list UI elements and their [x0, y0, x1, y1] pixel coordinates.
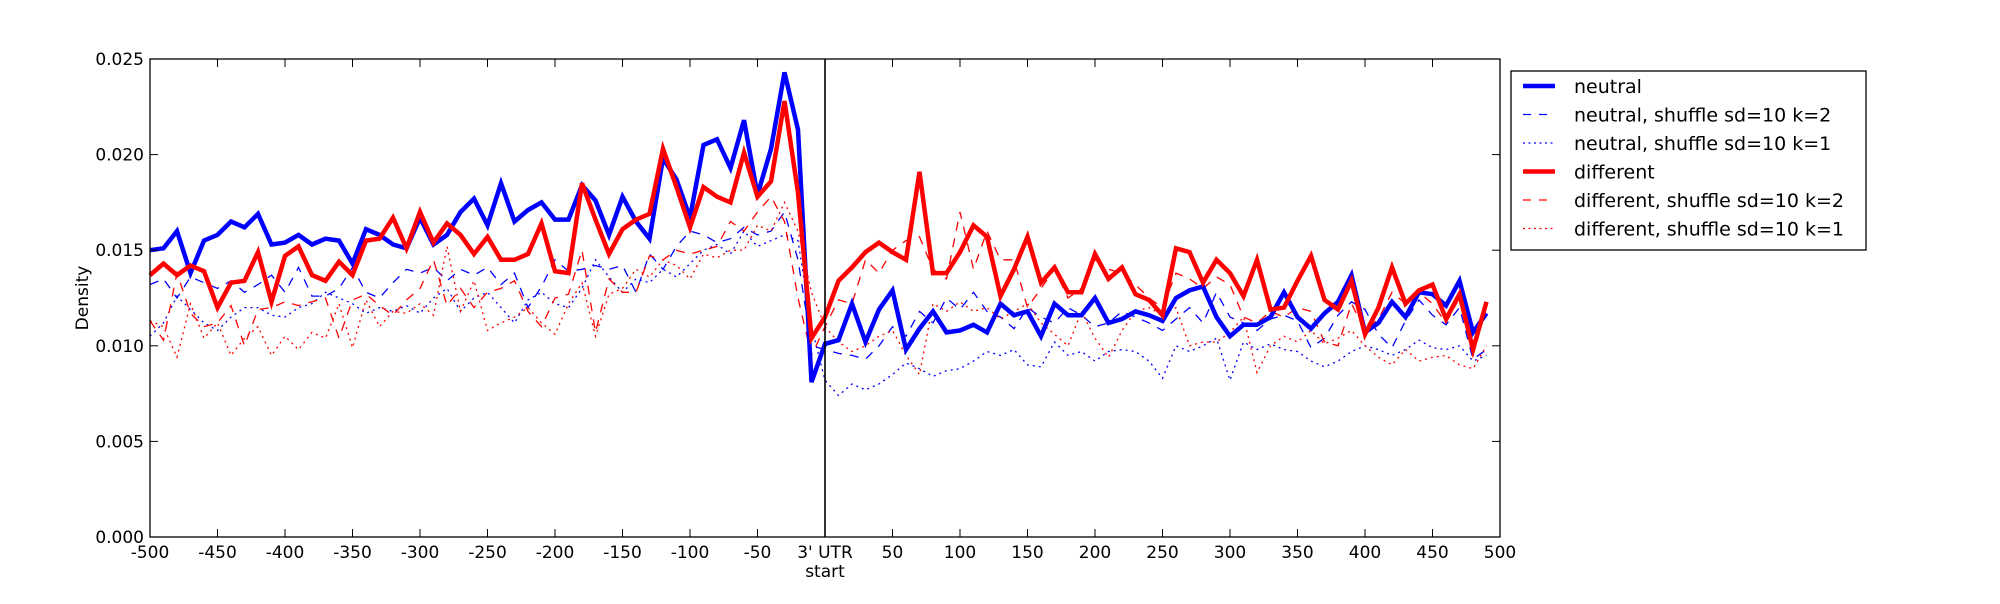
y-tick-label: 0.025	[95, 50, 144, 70]
x-tick-label: -150	[603, 543, 642, 563]
x-tick-label: 500	[1484, 543, 1516, 563]
x-axis-label: start	[805, 562, 845, 582]
series-line-different	[148, 100, 1489, 359]
x-tick-label: -400	[266, 543, 305, 563]
y-tick-label: 0.010	[95, 337, 144, 357]
x-tick-label: 400	[1349, 543, 1381, 563]
x-tick-label: -450	[198, 543, 237, 563]
y-tick-label: 0.020	[95, 146, 144, 166]
x-tick-label: -200	[536, 543, 575, 563]
legend-label: different, shuffle sd=10 k=2	[1574, 190, 1844, 212]
x-tick-label: 100	[944, 543, 976, 563]
y-tick-label: 0.005	[95, 432, 144, 452]
y-tick-label: 0.000	[95, 528, 144, 548]
series-line-different-shuffle-sd-10-k-2	[149, 195, 1488, 358]
legend-item-neutral-shuffle-sd-10-k-1: neutral, shuffle sd=10 k=1	[1523, 133, 1831, 155]
x-tick-label: -100	[671, 543, 710, 563]
x-tick-label: 250	[1146, 543, 1178, 563]
legend-item-different: different	[1523, 162, 1655, 184]
legend-label: neutral, shuffle sd=10 k=1	[1574, 133, 1831, 155]
x-tick-label: 300	[1214, 543, 1246, 563]
x-tick-label: 200	[1079, 543, 1111, 563]
legend-label: neutral	[1574, 76, 1642, 98]
x-tick-label: 450	[1416, 543, 1448, 563]
axis-ticks: -500 -450 -400 -350 -300 -250 -200 -150 -100 -50 3…	[95, 50, 1516, 563]
legend: neutral neutral, shuffle sd=10 k=2 neutral…	[1510, 70, 1867, 251]
x-tick-label: 150	[1011, 543, 1043, 563]
x-tick-label: 50	[882, 543, 904, 563]
legend-item-neutral-shuffle-sd-10-k-2: neutral, shuffle sd=10 k=2	[1523, 105, 1831, 127]
x-tick-label: -300	[401, 543, 440, 563]
legend-label: neutral, shuffle sd=10 k=2	[1574, 105, 1831, 127]
x-tick-label: -500	[131, 543, 170, 563]
series-line-neutral-shuffle-sd-10-k-1	[149, 229, 1487, 397]
legend-box	[1510, 70, 1867, 251]
series-line-neutral-shuffle-sd-10-k-2	[149, 210, 1487, 361]
series-line-neutral	[149, 71, 1489, 383]
series-line-different-shuffle-sd-10-k-1	[149, 200, 1488, 377]
legend-label: different, shuffle sd=10 k=1	[1574, 219, 1844, 241]
x-tick-label: -50	[744, 543, 772, 563]
legend-item-neutral: neutral	[1523, 76, 1642, 98]
x-tick-label: -350	[333, 543, 372, 563]
y-axis-label: Density	[73, 266, 93, 331]
y-tick-label: 0.015	[95, 241, 144, 261]
legend-item-different-shuffle-sd-10-k-1: different, shuffle sd=10 k=1	[1523, 219, 1844, 241]
x-tick-label: 350	[1281, 543, 1313, 563]
legend-label: different	[1574, 162, 1655, 184]
plot-lines	[148, 71, 1489, 397]
x-tick-label: 3' UTR	[797, 543, 853, 563]
x-tick-label: -250	[468, 543, 507, 563]
legend-item-different-shuffle-sd-10-k-2: different, shuffle sd=10 k=2	[1523, 190, 1844, 212]
